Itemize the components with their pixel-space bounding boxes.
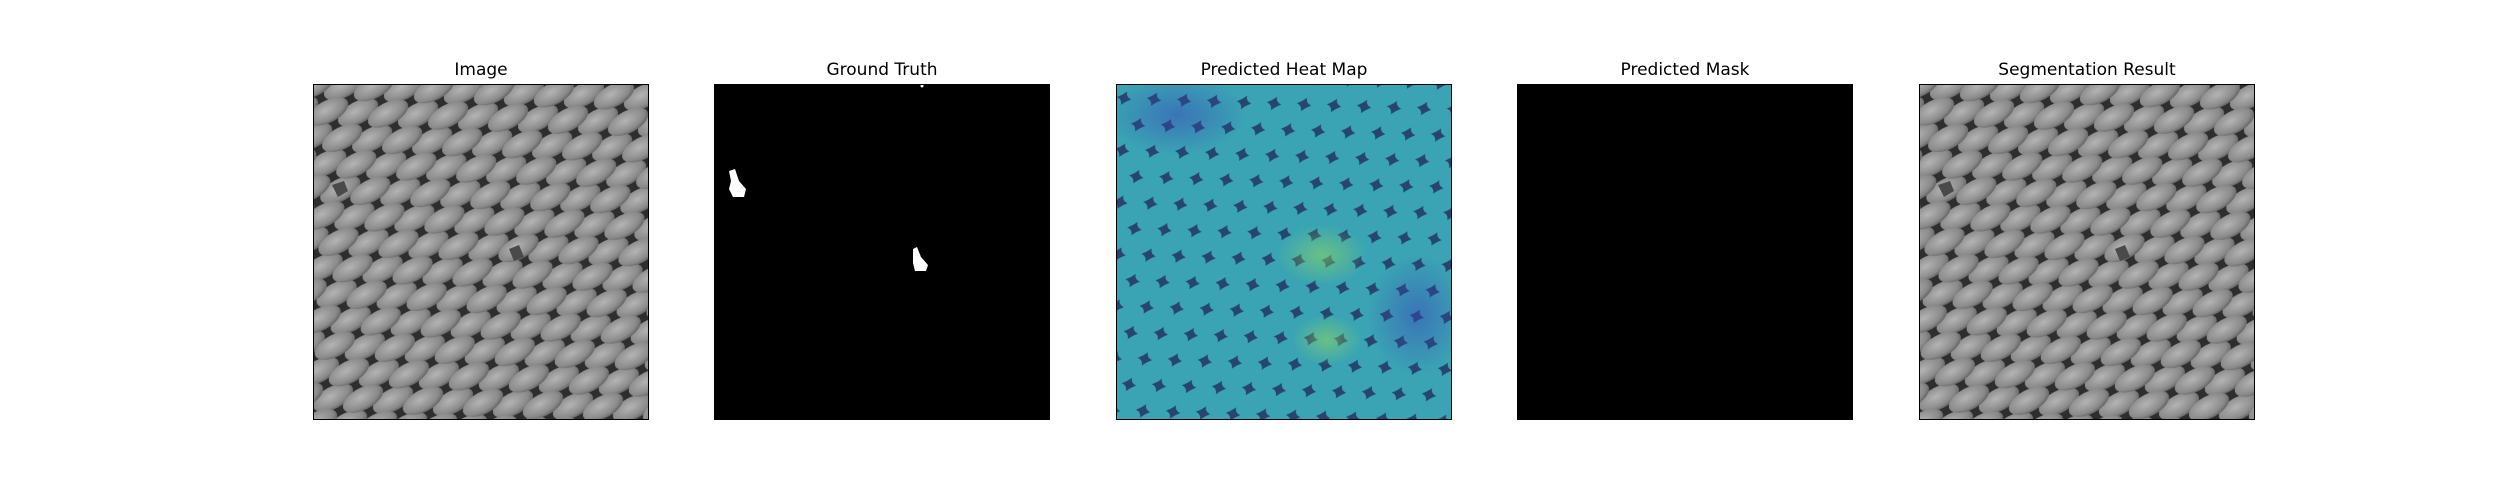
heat-coldspot-1: [1117, 85, 1247, 155]
mesh-fill: [1920, 85, 2254, 419]
defect-1: [1938, 181, 1954, 197]
panel-ground-truth: [714, 84, 1050, 420]
panel-heat-map: [1116, 84, 1452, 420]
heat-coldspot-2: [1367, 255, 1451, 375]
panel-title-predicted-mask: Predicted Mask: [1620, 60, 1750, 80]
defect-region-1: [729, 169, 746, 197]
heat-map-overlay: [1117, 85, 1451, 419]
mesh-texture-image: [314, 85, 648, 419]
ground-truth-mask: [715, 85, 1049, 419]
predicted-mask: [1518, 85, 1852, 419]
defect-1: [332, 181, 348, 197]
panel-title-heat-map: Predicted Heat Map: [1200, 60, 1368, 80]
panel-predicted-mask: [1517, 84, 1853, 420]
panel-title-ground-truth: Ground Truth: [826, 60, 938, 80]
heat-hotspot-2: [1292, 315, 1362, 365]
predicted-mask-background: [1518, 85, 1852, 419]
panel-segmentation-result: [1919, 84, 2255, 420]
panel-title-segmentation-result: Segmentation Result: [1998, 60, 2176, 80]
panel-image: [313, 84, 649, 420]
heat-hotspot-1: [1277, 225, 1367, 285]
defect-2: [509, 245, 524, 261]
defect-region-2: [913, 247, 928, 271]
panel-title-image: Image: [454, 60, 508, 80]
mesh-fill: [314, 85, 648, 419]
mesh-texture-segmentation: [1920, 85, 2254, 419]
defect-speck: [920, 85, 924, 88]
mask-background: [715, 85, 1049, 419]
defect-2: [2115, 245, 2130, 261]
